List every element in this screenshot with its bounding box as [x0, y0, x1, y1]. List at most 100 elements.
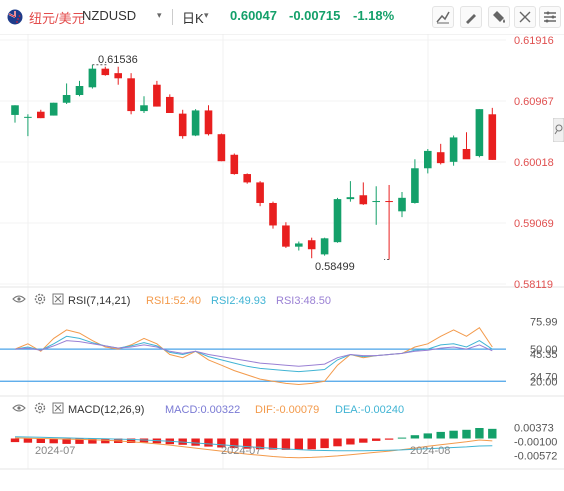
- candle: [333, 197, 342, 243]
- macd-histogram-bar: [268, 438, 278, 450]
- candle-body: [153, 84, 161, 107]
- candle-body: [346, 197, 355, 200]
- macd-histogram-bar: [488, 428, 497, 439]
- magnifier-icon: [555, 124, 563, 132]
- candle-body: [101, 68, 110, 76]
- y-tick-label: 0.58119: [514, 279, 553, 291]
- chart-grid: [0, 34, 564, 470]
- candle: [243, 173, 251, 184]
- macd-histogram-bar: [243, 438, 252, 449]
- candle-body: [37, 111, 45, 119]
- candle: [320, 237, 329, 256]
- macd-histogram-bar: [255, 438, 265, 450]
- settings-button[interactable]: [539, 6, 561, 28]
- macd-histogram-bar: [475, 428, 484, 439]
- candle-body: [24, 116, 32, 118]
- candle: [372, 186, 380, 225]
- candle-body: [62, 95, 71, 103]
- candle: [282, 222, 290, 248]
- macd-histogram-bar: [204, 438, 213, 447]
- pair-name-link[interactable]: 纽元/美元: [29, 11, 85, 26]
- candle-body: [230, 154, 239, 175]
- x-tick-label: 2024-07: [35, 445, 75, 457]
- symbol-selector[interactable]: NZDUSD: [82, 8, 137, 23]
- period-dropdown-icon[interactable]: ▾: [204, 10, 209, 20]
- dea-label: DEA:-0.00240: [335, 404, 404, 416]
- candle-body: [75, 86, 84, 96]
- macd-histogram-bar: [410, 435, 420, 439]
- fullscreen-icon: [519, 11, 531, 23]
- macd-histogram-bar: [191, 438, 200, 446]
- macd-histogram-bar: [384, 438, 394, 440]
- flag-icon: [7, 9, 23, 25]
- candle-body: [11, 105, 19, 115]
- candle-body: [398, 197, 406, 212]
- rsi3-label: RSI3:48.50: [276, 295, 331, 307]
- period-selector[interactable]: 日K: [182, 11, 204, 26]
- macd-histogram-bar: [372, 438, 381, 441]
- candle: [436, 143, 445, 165]
- macd-y-tick: 0.00373: [514, 422, 554, 434]
- candle-body: [256, 182, 264, 203]
- macd-histogram-bar: [230, 438, 239, 449]
- rsi-y-tick: 50.00: [530, 344, 558, 356]
- high-price-label: 0.61536: [98, 54, 138, 66]
- macd-visibility-toggle[interactable]: [12, 404, 26, 412]
- candle-body: [114, 73, 122, 79]
- chart-area[interactable]: 0.61916 0.60967 0.60018 0.59069 0.58119 75.9…: [0, 34, 564, 491]
- top-toolbar: 纽元/美元 NZDUSD ▾ 日K ▾ 0.60047 -0.00715 -1.…: [0, 0, 564, 34]
- candle-body: [243, 174, 251, 183]
- symbol-dropdown-icon[interactable]: ▾: [157, 10, 162, 20]
- candle-body: [411, 168, 419, 203]
- eye-icon: [12, 295, 26, 303]
- fullscreen-button[interactable]: [514, 6, 536, 28]
- candle-body: [49, 102, 58, 116]
- candle: [424, 148, 432, 174]
- candle-body: [127, 78, 135, 112]
- rsi-settings-toggle[interactable]: [34, 293, 46, 305]
- rsi-visibility-toggle[interactable]: [12, 295, 26, 303]
- candle: [153, 80, 161, 107]
- macd-pane: 0.00373 -0.00100 -0.00572: [10, 422, 557, 463]
- candle: [49, 102, 58, 116]
- candle: [88, 64, 97, 89]
- y-tick-label: 0.59069: [514, 218, 554, 230]
- drawing-tool-button[interactable]: [460, 6, 482, 28]
- macd-y-tick: -0.00572: [514, 451, 557, 463]
- macd-close-toggle[interactable]: [52, 402, 64, 414]
- y-tick-label: 0.60967: [514, 96, 554, 108]
- candle-body: [140, 105, 148, 112]
- chart-type-button[interactable]: [432, 6, 454, 28]
- macd-histogram-bar: [359, 438, 368, 443]
- candle: [269, 201, 277, 229]
- candle: [462, 132, 471, 160]
- macd-title: MACD(12,26,9): [68, 404, 144, 416]
- toolbar-divider: [172, 9, 173, 25]
- candle: [488, 107, 497, 160]
- candle: [449, 135, 458, 166]
- candle-body: [178, 113, 187, 137]
- candle-body: [372, 201, 380, 203]
- magnifier-handle[interactable]: [553, 118, 564, 142]
- chart-type-icon: [436, 11, 450, 24]
- candle-body: [475, 109, 484, 157]
- macd-histogram-bar: [126, 438, 136, 443]
- rsi2-label: RSI2:49.93: [211, 295, 266, 307]
- y-tick-label: 0.61916: [514, 35, 554, 47]
- candle-body: [191, 110, 200, 136]
- rsi-close-toggle[interactable]: [52, 293, 64, 305]
- theme-button[interactable]: [488, 6, 510, 28]
- macd-histogram-bar: [346, 438, 355, 445]
- dea-line: [14, 436, 493, 452]
- candle: [256, 181, 264, 207]
- candle: [140, 96, 148, 114]
- candle: [307, 237, 316, 259]
- candle: [37, 109, 45, 119]
- candle-body: [282, 225, 290, 247]
- macd-settings-toggle[interactable]: [34, 402, 46, 414]
- macd-label: MACD:0.00322: [165, 404, 240, 416]
- candle: [217, 133, 226, 162]
- rsi-y-tick: 45.35: [530, 349, 558, 361]
- candle-body: [269, 202, 277, 226]
- candle: [75, 80, 84, 97]
